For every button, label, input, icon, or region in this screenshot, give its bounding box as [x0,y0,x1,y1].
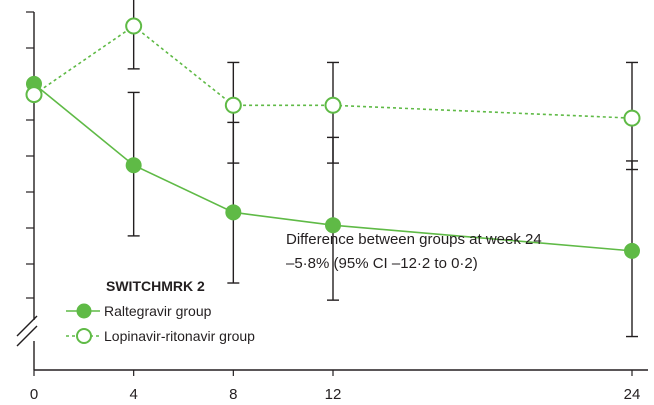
series-0 [33,83,638,338]
axis-break-mark-2 [16,325,38,347]
x-tick-labels: 0 4 8 12 24 [30,386,641,403]
series-points-1 [25,17,641,127]
data-point [224,96,242,114]
legend: Raltegravir group Lopinavir-ritonavir gro… [66,303,255,344]
legend-label: Lopinavir-ritonavir group [104,328,255,344]
x-tick-label: 0 [30,386,38,403]
series-1 [33,0,638,171]
axis-break-mark-1 [16,315,38,337]
axes [16,11,648,376]
series-layer [25,0,641,338]
data-point [125,17,143,35]
legend-title: SWITCHMRK 2 [106,278,205,294]
data-point [623,109,641,127]
x-tick-label: 24 [624,386,641,403]
x-tick-label: 4 [129,386,137,403]
data-point [325,217,341,234]
annotation-line-2: –5·8% (95% CI –12·2 to 0·2) [286,255,478,272]
annotation-line-1: Difference between groups at week 24 [286,231,542,248]
x-tick-label: 12 [325,386,342,403]
data-point [225,204,242,221]
data-point [624,242,640,259]
legend-swatch-marker [76,303,92,319]
x-tick-label: 8 [229,386,237,403]
legend-swatch-marker [76,328,92,344]
data-point [25,86,43,104]
data-point [125,157,142,174]
legend-label: Raltegravir group [104,303,212,319]
data-point [324,96,342,114]
